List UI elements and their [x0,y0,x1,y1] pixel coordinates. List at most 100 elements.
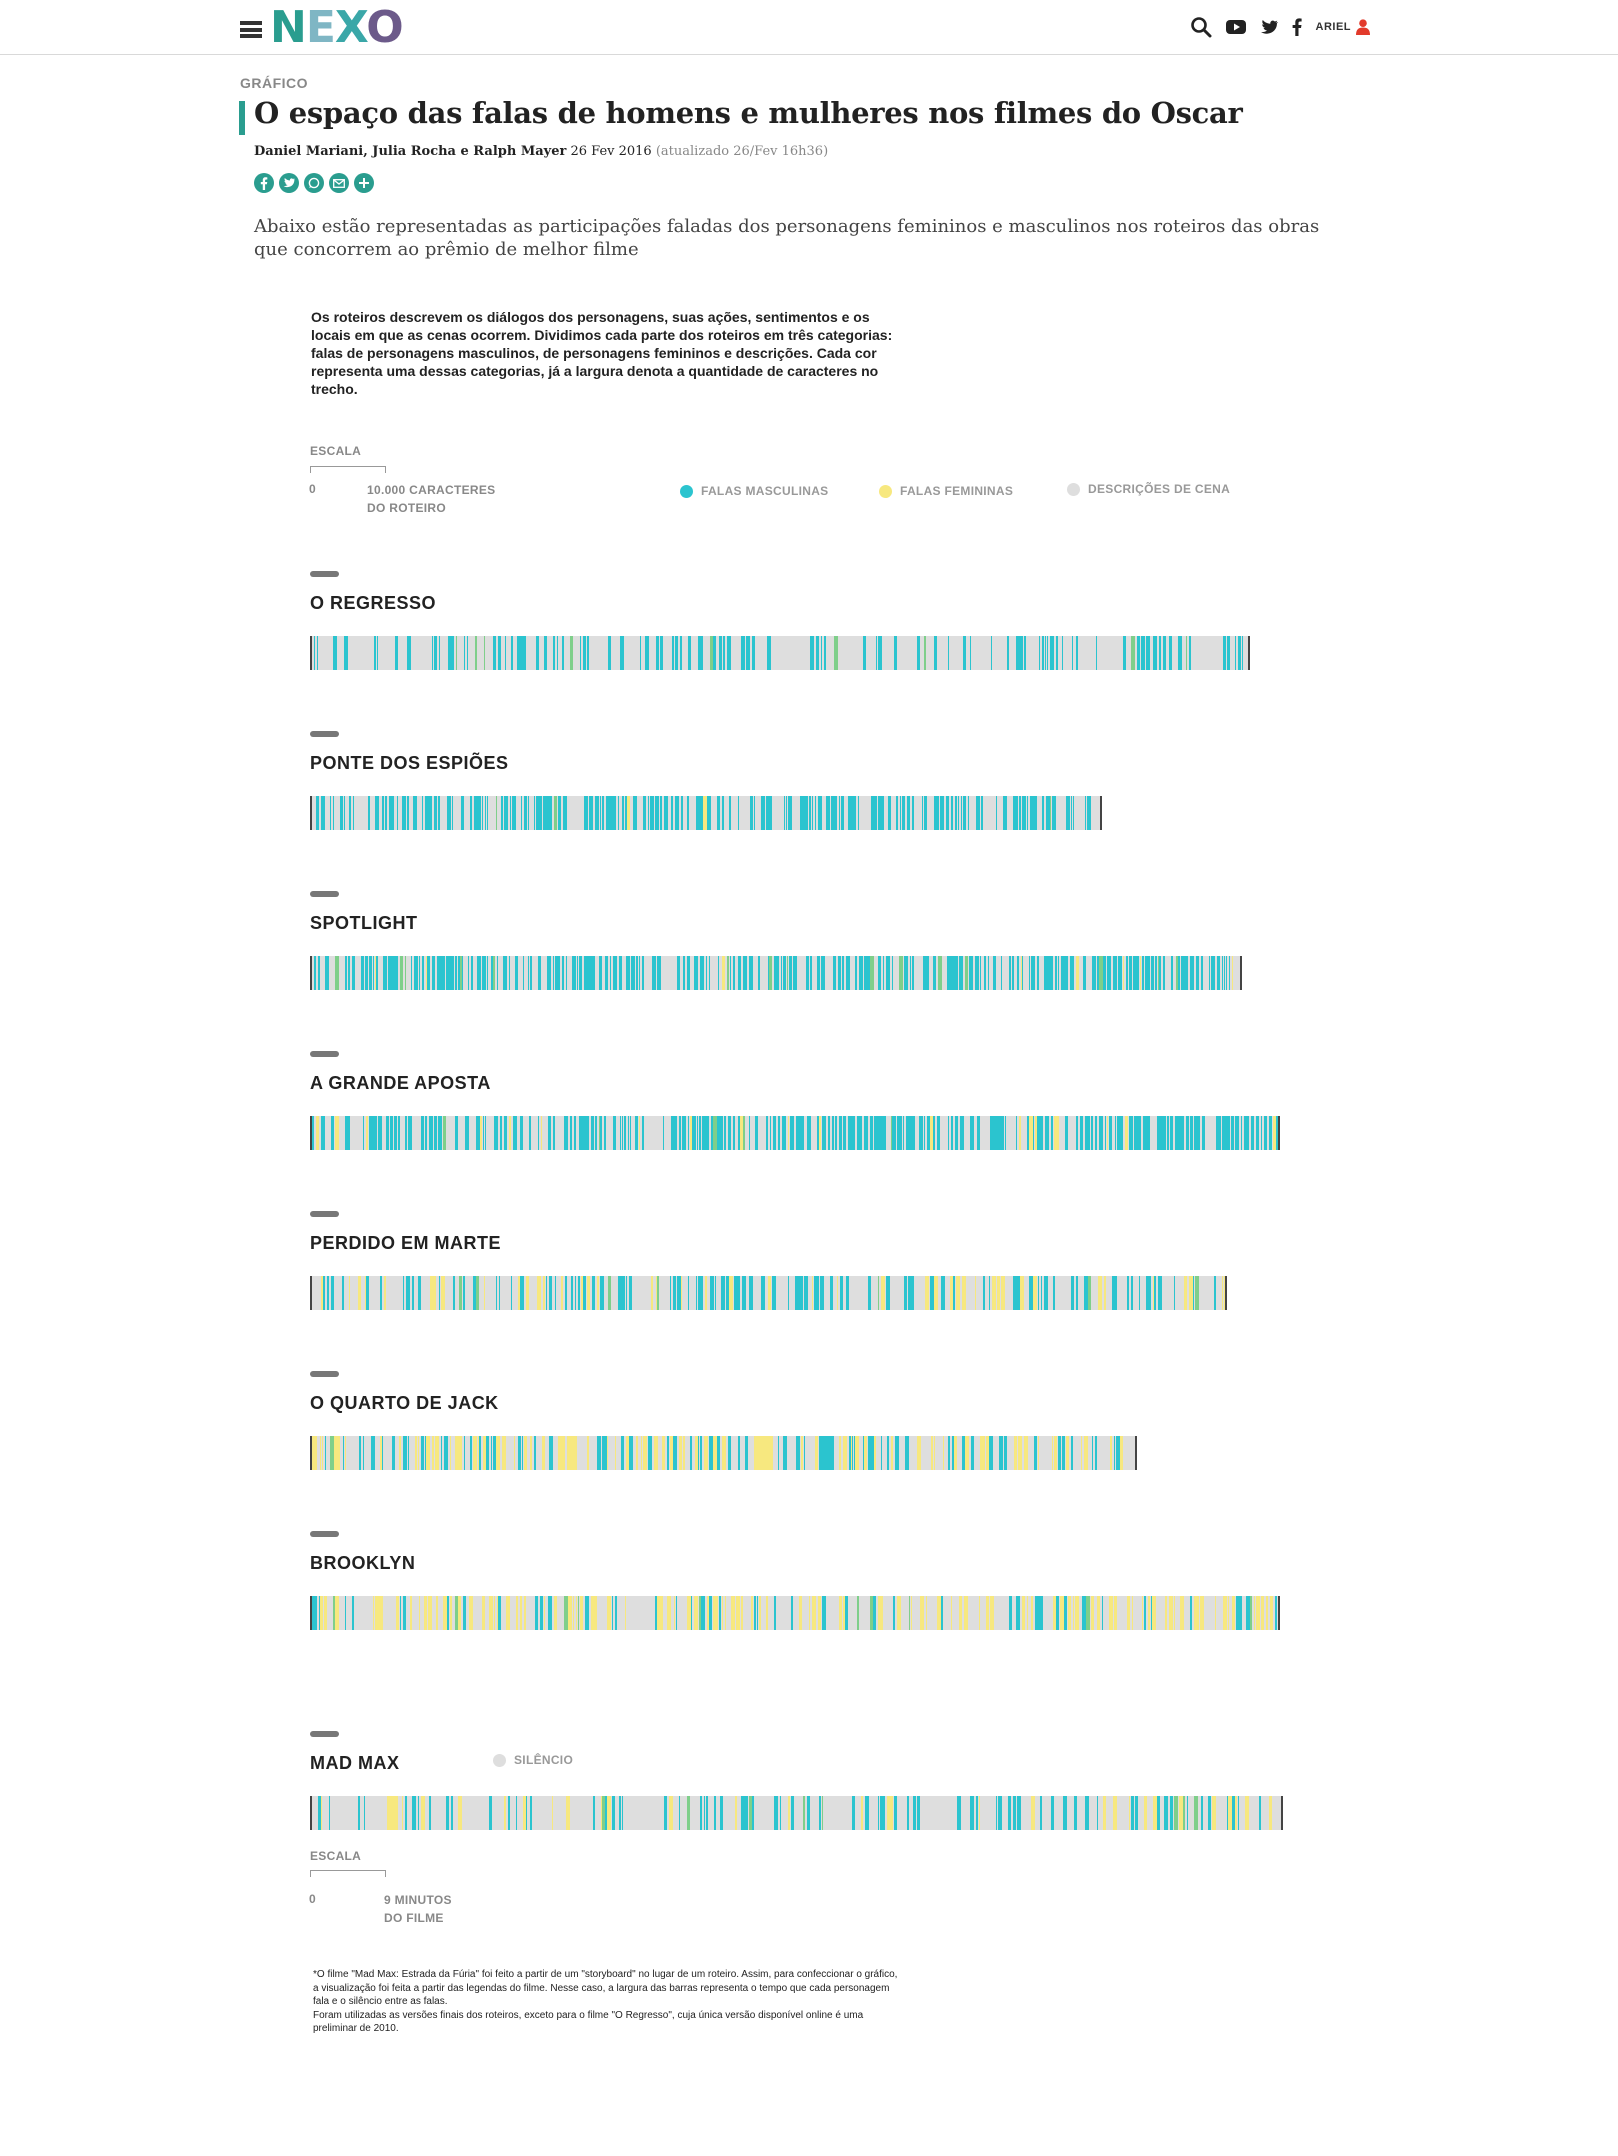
dialogue-segment [538,1116,539,1150]
dialogue-segment [910,956,911,990]
dialogue-segment [719,636,722,670]
dialogue-segment [930,1276,934,1310]
dialogue-segment [1037,956,1039,990]
user-menu[interactable]: ARIEL [1316,19,1370,35]
whatsapp-icon[interactable] [304,173,324,193]
dialogue-segment [411,956,412,990]
dialogue-segment [807,796,808,830]
authors[interactable]: Daniel Mariani, Julia Rocha e Ralph Maye… [254,144,567,159]
dialogue-segment [396,1596,399,1630]
dialogue-segment [950,1276,953,1310]
dialogue-segment [849,1436,851,1470]
dialogue-segment [735,1796,737,1830]
dialogue-segment [887,1436,889,1470]
dialogue-segment [353,796,354,830]
dialogue-segment [1193,1276,1194,1310]
dialogue-segment [620,636,624,670]
dialogue-segment [1148,1596,1150,1630]
dialogue-segment [487,956,488,990]
dialogue-segment [887,1796,888,1830]
dialogue-segment [592,796,593,830]
dialogue-segment [613,956,617,990]
dialogue-segment [662,1436,665,1470]
email-icon[interactable] [329,173,349,193]
dialogue-segment [1091,1116,1093,1150]
dialogue-segment [1044,956,1046,990]
dialogue-segment [640,636,641,670]
dialogue-segment [934,636,937,670]
dialogue-segment [1126,956,1128,990]
dialogue-segment [677,1276,681,1310]
film-divider [310,1531,339,1537]
dialogue-segment [1012,956,1014,990]
dialogue-segment [903,1116,904,1150]
dialogue-segment [687,956,690,990]
dialogue-segment [1186,636,1187,670]
dialogue-segment [1001,1116,1004,1150]
dialogue-segment [380,1276,382,1310]
dialogue-segment [1134,1116,1137,1150]
dialogue-segment [852,1796,855,1830]
dialogue-segment [1052,796,1056,830]
dialogue-segment [835,1116,837,1150]
dialogue-segment [534,1436,536,1470]
dialogue-segment [1174,1276,1175,1310]
dialogue-segment [615,796,616,830]
facebook-icon[interactable] [1292,18,1302,36]
dialogue-segment [855,796,856,830]
dialogue-segment [1133,956,1136,990]
dialogue-segment [696,796,700,830]
dialogue-segment [1190,1596,1192,1630]
dialogue-segment [768,956,769,990]
dialogue-segment [1176,956,1178,990]
dialogue-segment [432,636,433,670]
dialogue-segment [392,1436,395,1470]
dialogue-segment [934,1276,938,1310]
dialogue-segment [882,1116,886,1150]
dialogue-segment [528,956,529,990]
film-bar [310,956,1242,990]
dialogue-segment [405,1796,407,1830]
twitter-icon[interactable] [279,173,299,193]
dialogue-segment [839,1116,842,1150]
youtube-icon[interactable] [1225,19,1246,35]
dialogue-segment [1196,1596,1199,1630]
menu-icon[interactable] [240,21,262,38]
plus-icon[interactable] [354,173,374,193]
dialogue-segment [801,1436,803,1470]
dialogue-segment [1226,956,1227,990]
facebook-icon[interactable] [254,173,274,193]
dialogue-segment [470,1436,472,1470]
dialogue-segment [707,796,711,830]
search-icon[interactable] [1190,16,1212,38]
scale-ruler [310,1870,386,1877]
dialogue-segment [777,956,779,990]
section-kicker[interactable]: GRÁFICO [240,75,309,91]
dialogue-segment [1080,1116,1083,1150]
film-bar-edge [1240,956,1242,990]
dialogue-segment [530,1796,532,1830]
dialogue-segment [537,1276,541,1310]
dialogue-segment [1054,1116,1056,1150]
dialogue-segment [1007,636,1009,670]
dialogue-segment [1070,956,1074,990]
dialogue-segment [438,1116,442,1150]
nexo-logo[interactable]: NEXO [270,2,404,53]
twitter-icon[interactable] [1260,19,1278,35]
dialogue-segment [630,1116,631,1150]
dialogue-segment [878,1596,882,1630]
dialogue-segment [422,956,424,990]
dialogue-segment [448,636,450,670]
dialogue-segment [769,956,772,990]
dialogue-segment [912,796,914,830]
dialogue-segment [562,956,564,990]
dialogue-segment [599,1116,600,1150]
dialogue-segment [639,1116,640,1150]
dialogue-segment [1089,796,1091,830]
dialogue-segment [1085,796,1086,830]
dialogue-segment [429,1116,433,1150]
dialogue-segment [1076,1116,1078,1150]
dialogue-segment [925,1276,929,1310]
dialogue-segment [1115,1276,1117,1310]
dialogue-segment [450,1596,452,1630]
